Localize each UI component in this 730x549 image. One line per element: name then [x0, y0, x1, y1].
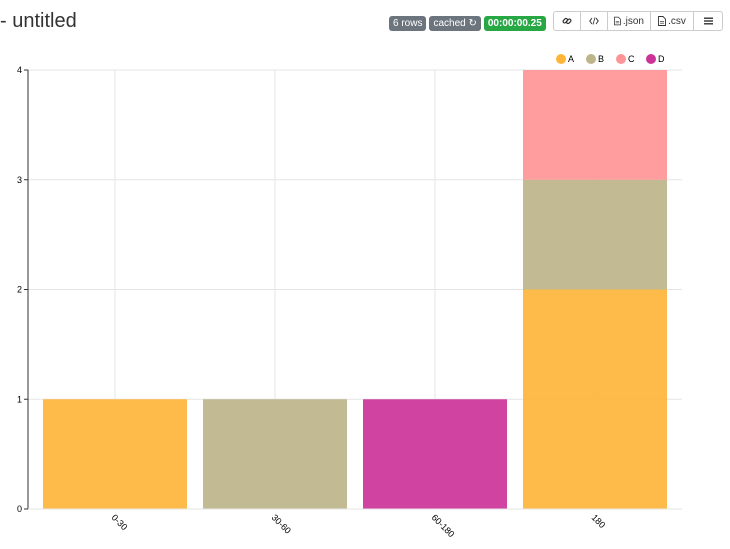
refresh-icon: ↻ — [468, 18, 477, 29]
x-tick-label: 180 — [590, 512, 608, 530]
legend-label-a[interactable]: A — [568, 54, 574, 64]
y-tick-label: 1 — [17, 394, 22, 404]
row-count-badge: 6 rows — [389, 16, 427, 31]
cached-label: cached — [433, 18, 466, 29]
y-tick-label: 0 — [17, 504, 22, 514]
page-title: - untitled — [0, 10, 77, 32]
status-badges: 6 rows cached ↻ 00:00:00.25 — [389, 16, 546, 31]
link-icon — [562, 17, 572, 25]
legend-swatch-c[interactable] — [616, 54, 626, 64]
y-tick-label: 3 — [17, 175, 22, 185]
cached-badge[interactable]: cached ↻ — [429, 16, 481, 31]
bar-segment-c[interactable] — [523, 70, 667, 180]
legend-label-d[interactable]: D — [658, 54, 665, 64]
menu-button[interactable] — [693, 11, 723, 31]
x-tick-label: 30-60 — [270, 512, 293, 535]
legend-swatch-a[interactable] — [556, 54, 566, 64]
bar-segment-a[interactable] — [43, 399, 187, 509]
file-icon — [614, 16, 621, 26]
action-toolbar: .json .csv — [553, 11, 723, 31]
export-csv-button[interactable]: .csv — [650, 11, 694, 31]
x-tick-label: 0-30 — [110, 512, 130, 532]
embed-code-button[interactable] — [580, 11, 608, 31]
bar-segment-b[interactable] — [523, 179, 667, 290]
export-json-button[interactable]: .json — [607, 11, 651, 31]
duration-badge: 00:00:00.25 — [483, 16, 546, 31]
hamburger-icon — [703, 17, 713, 25]
y-tick-label: 2 — [17, 285, 22, 295]
y-tick-label: 4 — [17, 65, 22, 75]
bar-segment-d[interactable] — [363, 399, 507, 509]
legend-label-b[interactable]: B — [598, 54, 604, 64]
export-csv-label: .csv — [668, 15, 686, 27]
export-json-label: .json — [622, 15, 644, 27]
copy-link-button[interactable] — [553, 11, 581, 31]
bar-segment-a[interactable] — [523, 289, 667, 510]
legend-swatch-d[interactable] — [646, 54, 656, 64]
legend-label-c[interactable]: C — [628, 54, 635, 64]
file-icon — [658, 16, 667, 26]
x-tick-label: 60-180 — [430, 512, 457, 539]
code-icon — [589, 17, 599, 25]
legend-swatch-b[interactable] — [586, 54, 596, 64]
bar-segment-b[interactable] — [203, 399, 347, 509]
